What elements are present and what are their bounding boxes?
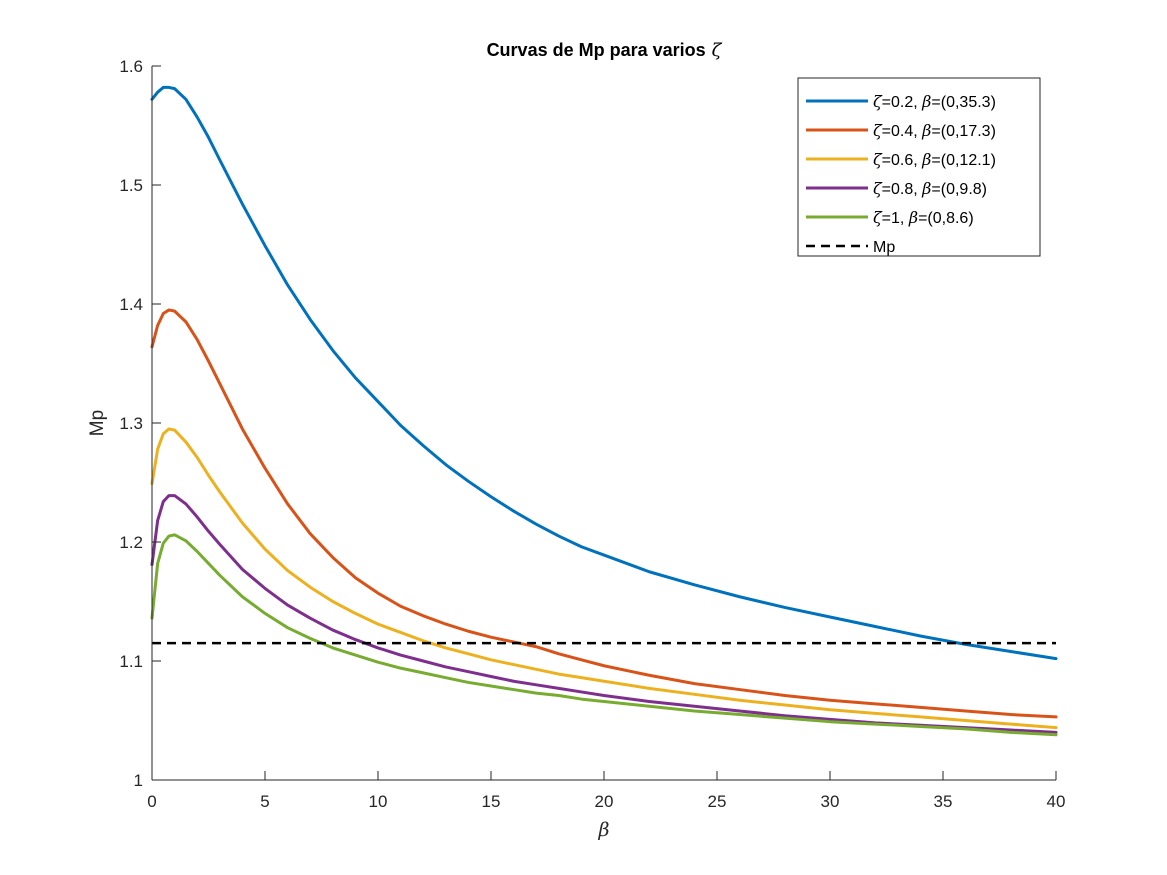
legend-label-pre: ζ	[873, 208, 883, 227]
series-layer	[150, 85, 1058, 737]
y-tick-labels: 1 1.1 1.2 1.3 1.4 1.5 1.6	[119, 57, 143, 790]
legend-label: ζ=0.2, β=(0,35.3)	[873, 92, 996, 111]
legend-label-mid: Mp	[873, 239, 895, 256]
x-tick-label: 30	[821, 792, 840, 811]
x-axis-label: β	[598, 819, 610, 841]
legend-label-beta: β	[921, 179, 931, 198]
legend-label-post: =(0,8.6)	[918, 210, 974, 227]
series-line-1	[150, 85, 1058, 661]
legend-label-post: =(0,17.3)	[931, 123, 995, 140]
legend-label-pre: ζ	[873, 92, 883, 111]
x-tick-labels: 0 5 10 15 20 25 30 35 40	[147, 792, 1065, 811]
legend-label: ζ=0.4, β=(0,17.3)	[873, 121, 996, 140]
legend-label-beta: β	[921, 92, 931, 111]
legend-label-mid: =0.4,	[882, 123, 922, 140]
y-axis-label: Mp	[87, 410, 108, 436]
legend-label-pre: ζ	[873, 121, 883, 140]
legend-label: ζ=1, β=(0,8.6)	[873, 208, 974, 227]
x-tick-label: 35	[934, 792, 953, 811]
legend-box	[797, 77, 1041, 257]
x-tick-label: 5	[260, 792, 269, 811]
legend-label: Mp	[873, 239, 895, 256]
legend: ζ=0.2, β=(0,35.3)ζ=0.4, β=(0,17.3)ζ=0.6,…	[797, 77, 1041, 257]
series-line-2	[150, 308, 1058, 719]
x-tick-label: 10	[369, 792, 388, 811]
legend-label-post: =(0,12.1)	[931, 152, 995, 169]
series-line-4	[150, 494, 1058, 734]
legend-label-beta: β	[921, 121, 931, 140]
axes-frame	[151, 65, 1057, 781]
chart-title-symbol: ζ	[712, 40, 723, 61]
legend-label-mid: =0.8,	[882, 181, 922, 198]
legend-label-mid: =0.6,	[882, 152, 922, 169]
legend-label: ζ=0.8, β=(0,9.8)	[873, 179, 987, 198]
y-tick-label: 1	[134, 771, 143, 790]
legend-label-beta: β	[908, 208, 918, 227]
x-tick-label: 15	[482, 792, 501, 811]
x-tick-label: 40	[1047, 792, 1066, 811]
y-tick-label: 1.5	[119, 176, 143, 195]
series-line-3	[150, 427, 1058, 730]
legend-label-mid: =1,	[882, 210, 909, 227]
legend-label-post: =(0,9.8)	[931, 181, 987, 198]
chart-title-text: Curvas de Mp para varios	[487, 40, 706, 60]
x-tick-label: 0	[147, 792, 156, 811]
y-tick-label: 1.1	[119, 652, 143, 671]
legend-label-pre: ζ	[873, 179, 883, 198]
chart-title: Curvas de Mp para varios ζ	[487, 40, 723, 61]
legend-label-beta: β	[921, 150, 931, 169]
legend-label-pre: ζ	[873, 150, 883, 169]
y-tick-label: 1.2	[119, 533, 143, 552]
x-tick-label: 25	[708, 792, 727, 811]
legend-label-post: =(0,35.3)	[931, 94, 995, 111]
x-tick-label: 20	[595, 792, 614, 811]
y-tick-label: 1.6	[119, 57, 143, 76]
legend-entries: ζ=0.2, β=(0,35.3)ζ=0.4, β=(0,17.3)ζ=0.6,…	[806, 92, 996, 256]
legend-label: ζ=0.6, β=(0,12.1)	[873, 150, 996, 169]
y-tick-label: 1.3	[119, 414, 143, 433]
legend-label-mid: =0.2,	[882, 94, 922, 111]
series-line-5	[150, 533, 1058, 737]
y-tick-label: 1.4	[119, 295, 143, 314]
